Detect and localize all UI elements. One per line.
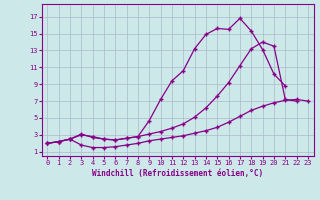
X-axis label: Windchill (Refroidissement éolien,°C): Windchill (Refroidissement éolien,°C) [92,169,263,178]
